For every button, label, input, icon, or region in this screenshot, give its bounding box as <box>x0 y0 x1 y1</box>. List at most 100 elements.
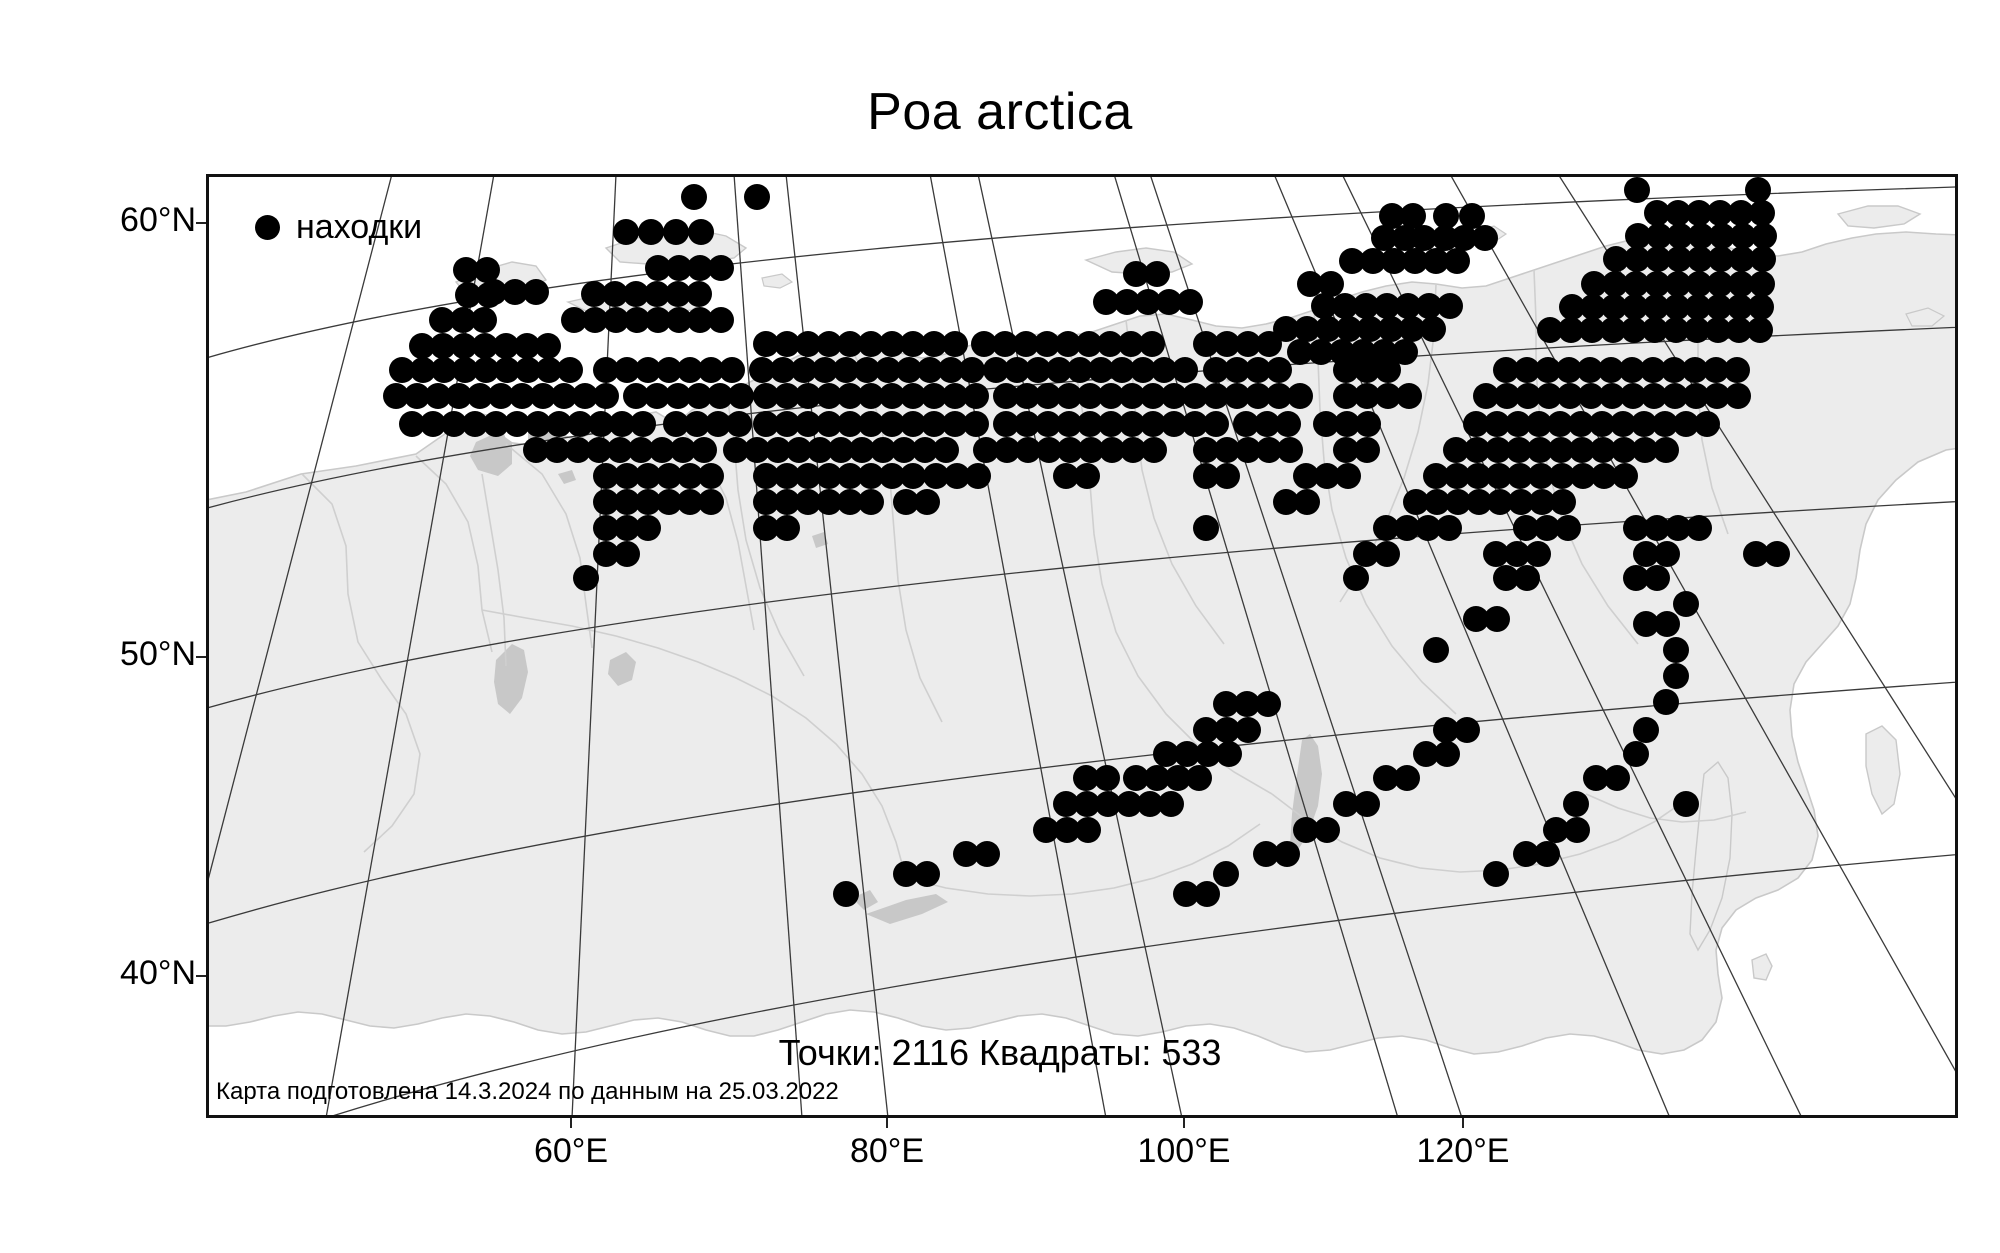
occurrence-dot <box>1256 331 1282 357</box>
occurrence-dot <box>535 333 561 359</box>
occurrence-dot <box>1355 411 1381 437</box>
y-tick-label-60n: 60°N <box>120 201 196 239</box>
occurrence-dot <box>816 331 842 357</box>
occurrence-dot <box>1075 817 1101 843</box>
occurrence-dot <box>1036 437 1062 463</box>
map-legend: находки <box>255 209 422 245</box>
occurrence-dot <box>1559 294 1585 320</box>
occurrence-dot <box>854 357 880 383</box>
occurrence-dot <box>1119 411 1145 437</box>
occurrence-dot <box>1098 383 1124 409</box>
occurrence-dot <box>1686 271 1712 297</box>
y-tick-mark-50n <box>196 656 207 658</box>
occurrence-dot <box>687 307 713 333</box>
river-amur <box>1585 793 1747 823</box>
map-panel[interactable]: находки <box>206 174 1958 1118</box>
occurrence-dot <box>1749 271 1775 297</box>
occurrence-dot <box>471 307 497 333</box>
occurrence-dot <box>1135 289 1161 315</box>
occurrence-dot <box>1214 437 1240 463</box>
occurrence-dot <box>593 489 619 515</box>
occurrence-dot <box>1534 841 1560 867</box>
occurrence-dot <box>614 463 640 489</box>
occurrence-dot <box>525 411 551 437</box>
occurrence-dot <box>1624 177 1650 203</box>
occurrence-dot <box>1354 357 1380 383</box>
occurrence-dot <box>1536 383 1562 409</box>
occurrence-dot <box>1357 316 1383 342</box>
occurrence-dot <box>1684 317 1710 343</box>
occurrence-dot <box>410 357 436 383</box>
occurrence-dot <box>557 357 583 383</box>
occurrence-dot <box>586 437 612 463</box>
occurrence-dot <box>1343 565 1369 591</box>
occurrence-dot <box>1109 357 1135 383</box>
occurrence-dot <box>1013 331 1039 357</box>
occurrence-dot <box>1313 411 1339 437</box>
occurrence-dot <box>774 515 800 541</box>
occurrence-dot <box>1213 861 1239 887</box>
occurrence-dot <box>1564 817 1590 843</box>
occurrence-dot <box>1375 357 1401 383</box>
occurrence-dot <box>1402 248 1428 274</box>
occurrence-dot <box>1315 316 1341 342</box>
occurrence-dot <box>1394 515 1420 541</box>
occurrence-dot <box>1646 223 1672 249</box>
occurrence-dot <box>900 411 926 437</box>
occurrence-dot <box>879 331 905 357</box>
occurrence-dot <box>1504 541 1530 567</box>
occurrence-dot <box>1644 271 1670 297</box>
occurrence-dot <box>816 463 842 489</box>
occurrence-dot <box>1119 383 1145 409</box>
occurrence-dot <box>1644 565 1670 591</box>
occurrence-dot <box>993 383 1019 409</box>
occurrence-dot <box>546 411 572 437</box>
occurrence-dot <box>561 307 587 333</box>
occurrence-dot <box>1743 541 1769 567</box>
occurrence-dot <box>523 279 549 305</box>
occurrence-dot <box>1548 437 1574 463</box>
occurrence-dot <box>1186 765 1212 791</box>
occurrence-dot <box>645 307 671 333</box>
occurrence-dot <box>389 357 415 383</box>
occurrence-dot <box>602 281 628 307</box>
occurrence-dot <box>708 255 734 281</box>
occurrence-dot <box>681 184 707 210</box>
occurrence-dot <box>1273 316 1299 342</box>
lake-small-2 <box>812 532 828 548</box>
occurrence-dot <box>1371 225 1397 251</box>
occurrence-dot <box>912 437 938 463</box>
occurrence-dot <box>1088 357 1114 383</box>
occurrence-dot <box>1569 437 1595 463</box>
occurrence-dot <box>1073 765 1099 791</box>
occurrence-dot <box>614 541 640 567</box>
occurrence-dot <box>728 383 754 409</box>
occurrence-dot <box>1570 463 1596 489</box>
occurrence-dot <box>1728 271 1754 297</box>
occurrence-dot <box>942 383 968 409</box>
occurrence-dot <box>1645 246 1671 272</box>
occurrence-dot <box>875 357 901 383</box>
borders-layer <box>301 239 1747 897</box>
occurrence-dot <box>1513 515 1539 541</box>
occurrence-dot <box>1067 357 1093 383</box>
occurrence-dot <box>1287 339 1313 365</box>
occurrence-dot <box>686 281 712 307</box>
occurrence-dot <box>1641 383 1667 409</box>
occurrence-dot <box>665 383 691 409</box>
occurrence-dot <box>1193 463 1219 489</box>
occurrence-dot <box>1664 294 1690 320</box>
land-island-wrangel <box>1836 205 1922 229</box>
occurrence-dot <box>1140 411 1166 437</box>
occurrence-dot <box>921 383 947 409</box>
occurrence-dot <box>1114 289 1140 315</box>
occurrence-dot <box>1333 437 1359 463</box>
occurrence-dot <box>1395 293 1421 319</box>
occurrence-dot <box>565 437 591 463</box>
occurrence-dot <box>1543 817 1569 843</box>
occurrence-dot <box>1663 663 1689 689</box>
stats-line: Точки: 2116 Квадраты: 533 <box>778 1032 1222 1073</box>
occurrence-dot <box>1311 293 1337 319</box>
occurrence-dot <box>1099 437 1125 463</box>
occurrence-dot <box>530 383 556 409</box>
